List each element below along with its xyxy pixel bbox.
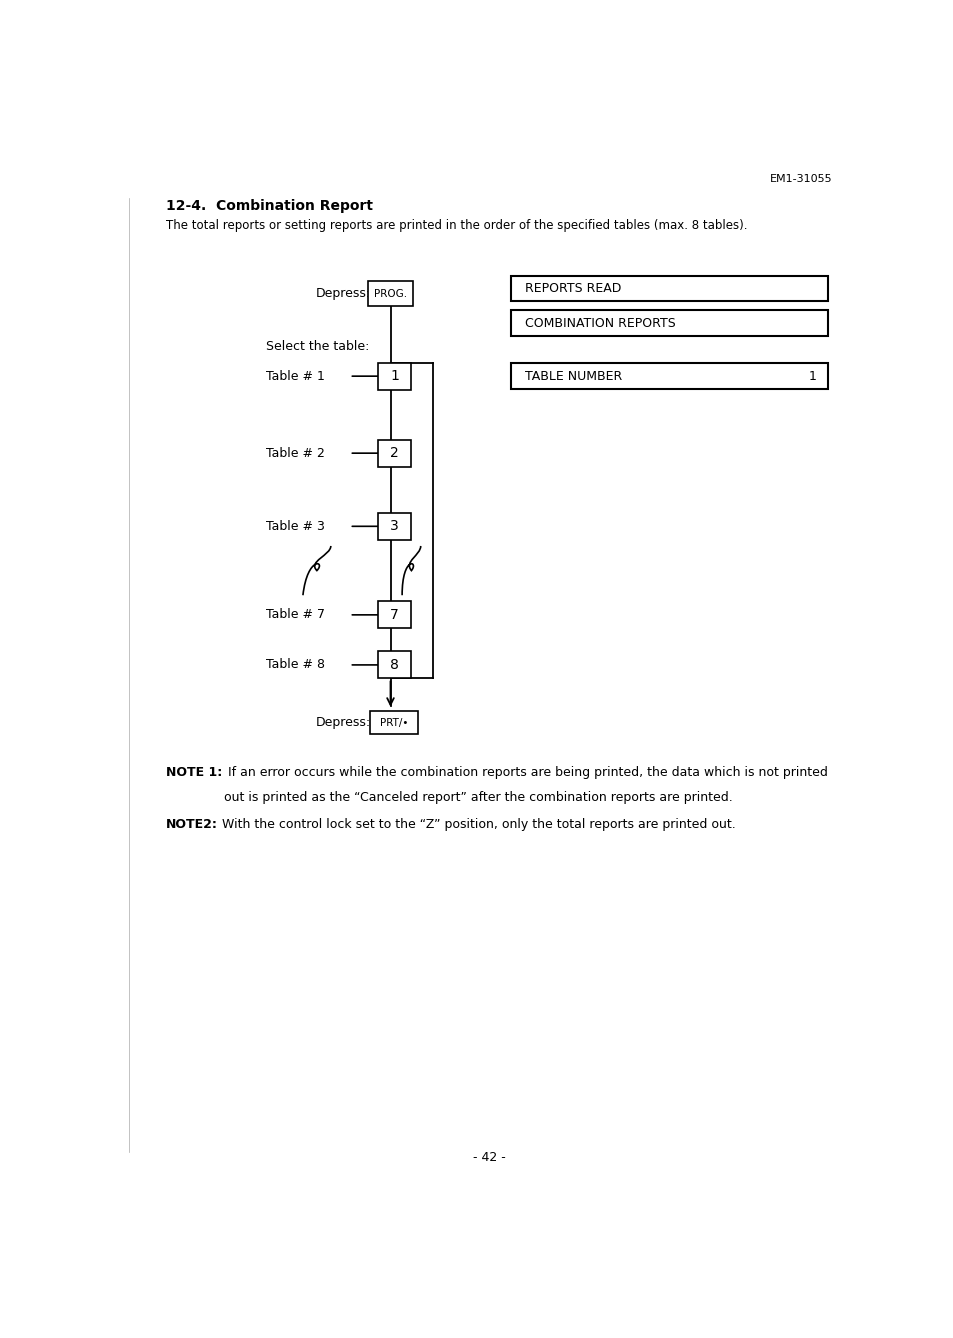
Text: Select the table:: Select the table:	[266, 340, 370, 353]
Text: With the control lock set to the “Z” position, only the total reports are printe: With the control lock set to the “Z” pos…	[218, 818, 736, 831]
Bar	[377, 363, 410, 389]
Text: Depress:: Depress:	[315, 716, 371, 729]
Bar	[368, 281, 413, 306]
Text: COMBINATION REPORTS: COMBINATION REPORTS	[524, 317, 675, 329]
Text: NOTE2:: NOTE2:	[166, 818, 217, 831]
Text: PRT/•: PRT/•	[380, 717, 408, 728]
Bar	[377, 440, 410, 467]
Text: Table # 2: Table # 2	[266, 447, 325, 460]
Text: 12-4.  Combination Report: 12-4. Combination Report	[166, 199, 373, 213]
Text: Depress:: Depress:	[315, 288, 371, 300]
Bar	[377, 601, 410, 629]
Text: NOTE 1:: NOTE 1:	[166, 765, 222, 779]
Text: EM1-31055: EM1-31055	[769, 174, 831, 185]
Text: 2: 2	[390, 446, 398, 460]
Text: 3: 3	[390, 519, 398, 534]
Text: 8: 8	[390, 658, 398, 672]
Text: Table # 1: Table # 1	[266, 369, 325, 383]
Text: 1: 1	[390, 369, 398, 383]
Bar	[510, 310, 827, 336]
Text: REPORTS READ: REPORTS READ	[524, 282, 620, 294]
Text: out is printed as the “Canceled report” after the combination reports are printe: out is printed as the “Canceled report” …	[224, 791, 732, 804]
Text: PROG.: PROG.	[374, 289, 407, 298]
Text: Table # 7: Table # 7	[266, 609, 325, 621]
Bar	[510, 364, 827, 389]
Text: 1: 1	[808, 369, 816, 383]
Text: - 42 -: - 42 -	[472, 1151, 505, 1164]
Text: Table # 3: Table # 3	[266, 519, 325, 533]
Text: The total reports or setting reports are printed in the order of the specified t: The total reports or setting reports are…	[166, 219, 746, 231]
Bar	[377, 652, 410, 678]
Bar	[510, 276, 827, 301]
Text: Table # 8: Table # 8	[266, 658, 325, 672]
Bar	[377, 512, 410, 539]
Text: 7: 7	[390, 607, 398, 622]
Bar	[370, 710, 418, 735]
Text: If an error occurs while the combination reports are being printed, the data whi: If an error occurs while the combination…	[224, 765, 827, 779]
Text: TABLE NUMBER: TABLE NUMBER	[524, 369, 621, 383]
